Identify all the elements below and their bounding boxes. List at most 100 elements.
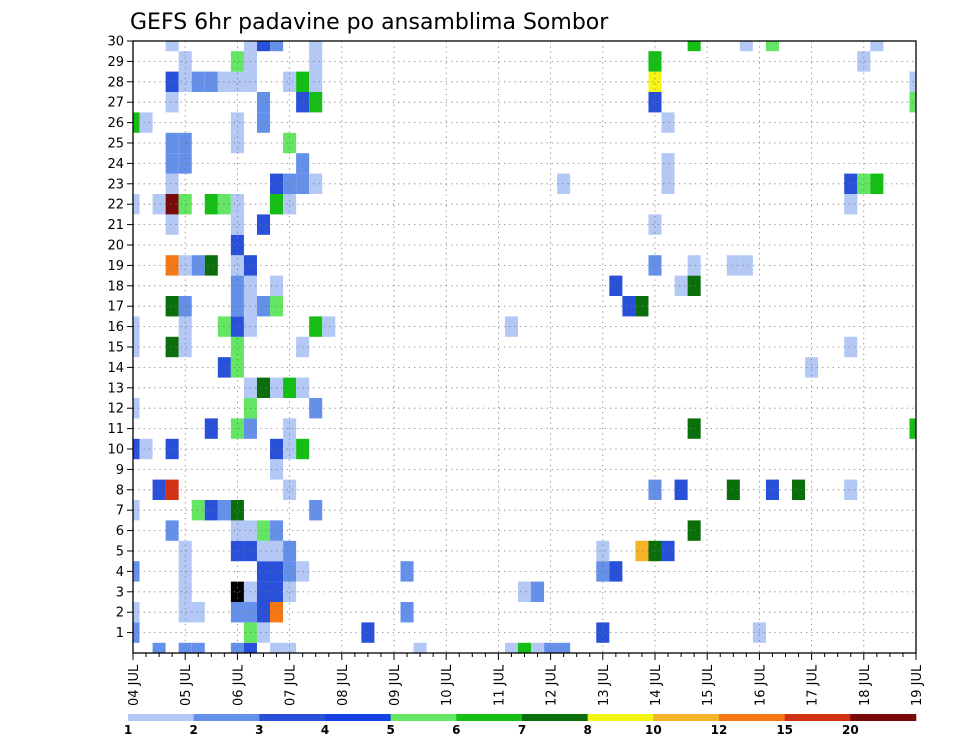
heatmap-cell bbox=[283, 71, 297, 92]
heatmap-cell bbox=[283, 581, 297, 602]
heatmap-cell bbox=[165, 255, 179, 276]
heatmap-cell bbox=[230, 520, 244, 541]
heatmap-cell bbox=[178, 642, 192, 653]
heatmap-cell bbox=[165, 132, 179, 154]
colorbar-segment bbox=[719, 714, 785, 721]
heatmap-cell bbox=[857, 51, 871, 72]
heatmap-cell bbox=[133, 438, 140, 460]
colorbar: 1 2 3 4 5 6 7 8 10 12 15 20 bbox=[124, 714, 917, 737]
heatmap-cell bbox=[283, 642, 297, 653]
heatmap-cell bbox=[230, 602, 244, 623]
colorbar-label: 5 bbox=[386, 723, 394, 737]
heatmap-cell bbox=[256, 377, 271, 398]
heatmap-cell bbox=[661, 112, 675, 133]
heatmap-cell bbox=[204, 71, 218, 92]
heatmap-cell bbox=[191, 642, 205, 653]
heatmap-cell bbox=[309, 41, 323, 52]
heatmap-cell bbox=[674, 479, 688, 500]
y-tick-label: 5 bbox=[116, 545, 124, 560]
heatmap-cell bbox=[165, 214, 179, 235]
heatmap-cell bbox=[243, 41, 257, 52]
y-tick-label: 12 bbox=[107, 402, 124, 417]
heatmap-cell bbox=[792, 479, 806, 500]
colorbar-segment bbox=[784, 714, 851, 721]
x-tick-label: 10 JUL bbox=[440, 664, 455, 706]
colorbar-label: 2 bbox=[189, 723, 197, 737]
heatmap-cell bbox=[191, 71, 205, 92]
heatmap-cell bbox=[661, 153, 675, 174]
heatmap-cell bbox=[152, 642, 166, 653]
heatmap-cell bbox=[133, 336, 140, 358]
heatmap-cell bbox=[504, 642, 518, 653]
heatmap-cell bbox=[517, 642, 532, 653]
heatmap-cell bbox=[739, 41, 753, 52]
y-tick-label: 25 bbox=[107, 137, 124, 152]
heatmap-cell bbox=[622, 296, 636, 317]
colorbar-segment bbox=[390, 714, 457, 721]
colorbar-segment bbox=[587, 714, 654, 721]
heatmap-cell bbox=[256, 92, 271, 113]
y-tick-label: 3 bbox=[116, 585, 124, 600]
heatmap-cell bbox=[230, 71, 244, 92]
heatmap-cell bbox=[230, 316, 244, 337]
heatmap-cell bbox=[687, 255, 701, 276]
heatmap-cell bbox=[178, 51, 192, 72]
y-tick-label: 14 bbox=[107, 361, 124, 376]
heatmap-cell bbox=[165, 194, 179, 215]
heatmap-cell bbox=[191, 602, 205, 623]
heatmap-cell bbox=[648, 71, 662, 92]
colorbar-segment bbox=[850, 714, 917, 721]
y-tick-label: 13 bbox=[107, 381, 124, 396]
y-tick-label: 19 bbox=[107, 259, 124, 274]
heatmap-cell bbox=[857, 173, 871, 194]
x-tick-label: 08 JUL bbox=[336, 664, 351, 706]
heatmap-cell bbox=[230, 642, 244, 653]
y-tick-label: 1 bbox=[116, 626, 124, 641]
heatmap-cell bbox=[256, 622, 271, 643]
heatmap-cell bbox=[309, 398, 323, 419]
heatmap-cell bbox=[256, 214, 271, 235]
y-tick-label: 17 bbox=[107, 300, 124, 315]
heatmap-cell bbox=[400, 561, 414, 582]
heatmap-cell bbox=[256, 602, 271, 623]
heatmap-cell bbox=[726, 255, 740, 276]
x-axis: 04 JUL 05 JUL 06 JUL 07 JUL 08 JUL 09 JUL 10 J… bbox=[127, 664, 925, 706]
heatmap-cell bbox=[178, 316, 192, 337]
x-tick-label: 06 JUL bbox=[231, 664, 246, 706]
y-tick-label: 6 bbox=[116, 524, 124, 539]
heatmap-cell bbox=[687, 520, 701, 541]
heatmap-cell bbox=[178, 581, 192, 602]
colorbar-label: 8 bbox=[583, 723, 591, 737]
heatmap-cell bbox=[152, 479, 166, 500]
heatmap-cell bbox=[256, 112, 271, 133]
x-tick-label: 19 JUL bbox=[910, 664, 925, 706]
heatmap-cell bbox=[165, 92, 179, 113]
colorbar-label: 15 bbox=[776, 723, 793, 737]
y-tick-label: 8 bbox=[116, 483, 124, 498]
heatmap-cell bbox=[139, 438, 153, 460]
x-tick-label: 12 JUL bbox=[545, 664, 560, 706]
x-tick-label: 11 JUL bbox=[492, 664, 507, 706]
heatmap-cell bbox=[413, 642, 427, 653]
colorbar-label: 12 bbox=[711, 723, 728, 737]
heatmap-cell bbox=[230, 112, 244, 133]
heatmap-cell bbox=[322, 316, 336, 337]
colorbar-label: 3 bbox=[255, 723, 263, 737]
heatmap-cell bbox=[283, 194, 297, 215]
colorbar-label: 20 bbox=[842, 723, 859, 737]
heatmap-cell bbox=[133, 112, 140, 133]
heatmap-cell bbox=[309, 500, 323, 521]
heatmap-cell bbox=[361, 622, 375, 643]
heatmap-cell bbox=[309, 92, 323, 113]
colorbar-label: 7 bbox=[518, 723, 526, 737]
heatmap-cell bbox=[230, 234, 244, 256]
heatmap-cell bbox=[133, 316, 140, 337]
heatmap-cell bbox=[726, 479, 740, 500]
heatmap-cell bbox=[687, 418, 701, 439]
heatmap-cell bbox=[648, 255, 662, 276]
heatmap-cell bbox=[557, 642, 571, 653]
x-tick-label: 16 JUL bbox=[753, 664, 768, 706]
heatmap-cell bbox=[557, 173, 571, 194]
heatmap-cell bbox=[204, 194, 218, 215]
